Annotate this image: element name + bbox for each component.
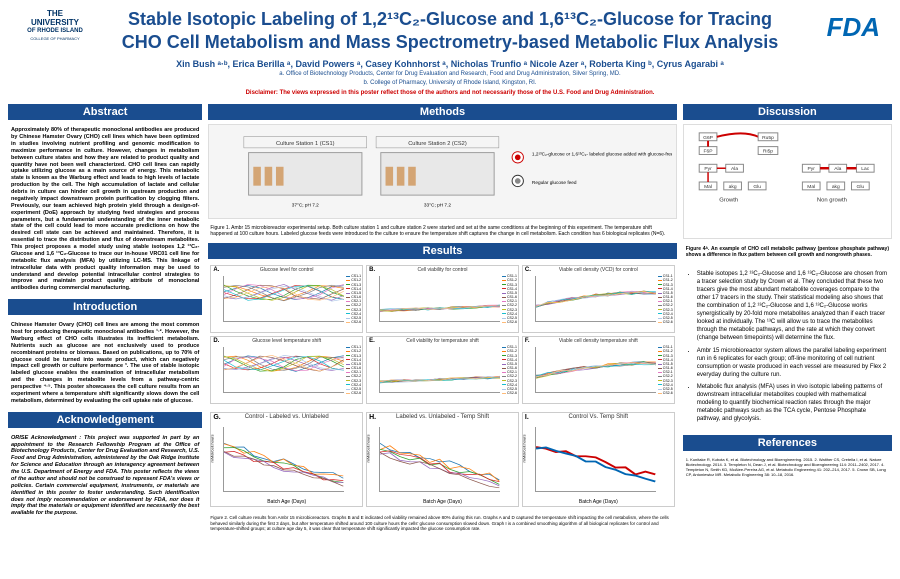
- cs2-label: Culture Station 2 (CS2): [409, 141, 468, 147]
- affiliation-a: a. Office of Biotechnology Products, Cen…: [15, 71, 885, 78]
- svg-text:F6P: F6P: [703, 149, 713, 155]
- intro-head: Introduction: [8, 299, 202, 315]
- methods-head: Methods: [208, 104, 676, 120]
- results-top-grid: A.Glucose level for controlCS1-1CS1-2CS1…: [208, 263, 676, 406]
- chart-B.: B.Cell viability for controlCS1-1CS1-2CS…: [366, 265, 519, 333]
- svg-text:Glu: Glu: [753, 184, 761, 190]
- ack-text: ORISE Acknowledgment : This project was …: [8, 432, 202, 521]
- svg-text:Growth: Growth: [719, 198, 738, 204]
- poster-header: THE UNIVERSITY OF RHODE ISLAND COLLEGE O…: [0, 0, 900, 100]
- discussion-head: Discussion: [683, 104, 892, 120]
- cs1-label: Culture Station 1 (CS1): [276, 141, 335, 147]
- bullet-1: Stable isotopes 1,2 ¹³C₂-Glucose and 1,6…: [697, 270, 888, 343]
- authors: Xin Bush ᵃ·ᵇ, Erica Berilla ᵃ, David Pow…: [15, 59, 885, 69]
- chart-D.: D.Glucose level temperature shiftCS1-1CS…: [210, 336, 363, 404]
- chart-G.: G.Control - Labeled vs. UnlabeledBatch A…: [210, 412, 363, 507]
- poster-title: Stable Isotopic Labeling of 1,2¹³C₂-Gluc…: [115, 8, 785, 55]
- fda-logo: FDA: [827, 12, 880, 43]
- center-column: Methods Culture Station 1 (CS1) Culture …: [208, 104, 676, 556]
- svg-text:Mal: Mal: [807, 184, 815, 190]
- abstract-head: Abstract: [8, 104, 202, 120]
- results-head: Results: [208, 243, 676, 259]
- svg-text:Ri5p: Ri5p: [763, 149, 773, 155]
- chart-C.: C.Viable cell density (VCD) for controlC…: [522, 265, 675, 333]
- uri-logo: THE UNIVERSITY OF RHODE ISLAND COLLEGE O…: [15, 10, 95, 41]
- ack-head: Acknowledgement: [8, 412, 202, 428]
- svg-text:Non growth: Non growth: [817, 198, 847, 204]
- chart-F.: F.Viable cell density temperature shiftC…: [522, 336, 675, 404]
- svg-text:akg: akg: [832, 184, 840, 190]
- svg-text:Ru5p: Ru5p: [762, 135, 774, 141]
- svg-text:Pyr: Pyr: [807, 166, 815, 172]
- refs-text: 1. Kunitake R, Kubota K, et al. Biotechn…: [683, 455, 892, 480]
- methods-diagram: Culture Station 1 (CS1) Culture Station …: [208, 124, 676, 219]
- svg-text:1,2¹³C₂-glucose or 1,6¹³C₂- la: 1,2¹³C₂-glucose or 1,6¹³C₂- labeled gluc…: [532, 152, 671, 158]
- svg-text:Ala: Ala: [834, 166, 841, 172]
- abstract-text: Approximately 80% of therapeutic monoclo…: [8, 124, 202, 295]
- svg-text:Glu: Glu: [856, 184, 864, 190]
- disclaimer: Disclaimer: The views expressed in this …: [15, 90, 885, 96]
- chart-A.: A.Glucose level for controlCS1-1CS1-2CS1…: [210, 265, 363, 333]
- svg-text:33°C; pH 7.2: 33°C; pH 7.2: [424, 203, 451, 209]
- svg-text:Lac: Lac: [861, 166, 869, 172]
- svg-text:Mal: Mal: [704, 184, 712, 190]
- poster-content: Abstract Approximately 80% of therapeuti…: [0, 100, 900, 560]
- results-bottom-grid: G.Control - Labeled vs. UnlabeledBatch A…: [208, 410, 676, 509]
- refs-head: References: [683, 435, 892, 451]
- intro-text: Chinese Hamster Ovary (CHO) cell lines a…: [8, 319, 202, 408]
- affiliation-b: b. College of Pharmacy, University of Rh…: [15, 80, 885, 87]
- left-column: Abstract Approximately 80% of therapeuti…: [8, 104, 202, 556]
- bullet-2: Ambr 15 microbioreactor system allows th…: [697, 347, 888, 379]
- fig4-caption: Figure 4ᴬ. An example of CHO cell metabo…: [683, 243, 892, 262]
- svg-text:Ala: Ala: [731, 166, 738, 172]
- discussion-bullets: Stable isotopes 1,2 ¹³C₂-Glucose and 1,6…: [683, 266, 892, 432]
- methods-caption: Figure 1. Ambr 15 microbioreactor experi…: [208, 223, 676, 239]
- bullet-3: Metabolic flux analysis (MFA) uses in vi…: [697, 383, 888, 423]
- svg-text:G6P: G6P: [703, 135, 714, 141]
- svg-text:37°C; pH 7.2: 37°C; pH 7.2: [292, 203, 319, 209]
- chart-E.: E.Cell viability for temperature shiftCS…: [366, 336, 519, 404]
- svg-text:akg: akg: [728, 184, 736, 190]
- results-caption: Figure 2. Cell culture results from Ambr…: [208, 513, 676, 533]
- svg-text:Regular glucose feed: Regular glucose feed: [532, 180, 577, 186]
- chart-H.: H.Labeled vs. Unlabeled - Temp ShiftBatc…: [366, 412, 519, 507]
- right-column: Discussion G6P F6P Ru5p Ri5p Pyr Ala Mal…: [683, 104, 892, 556]
- pathway-diagram: G6P F6P Ru5p Ri5p Pyr Ala Mal akg Glu Gr…: [683, 124, 892, 239]
- svg-text:Pyr: Pyr: [704, 166, 712, 172]
- chart-I.: I.Control Vs. Temp ShiftBatch Age (Days)…: [522, 412, 675, 507]
